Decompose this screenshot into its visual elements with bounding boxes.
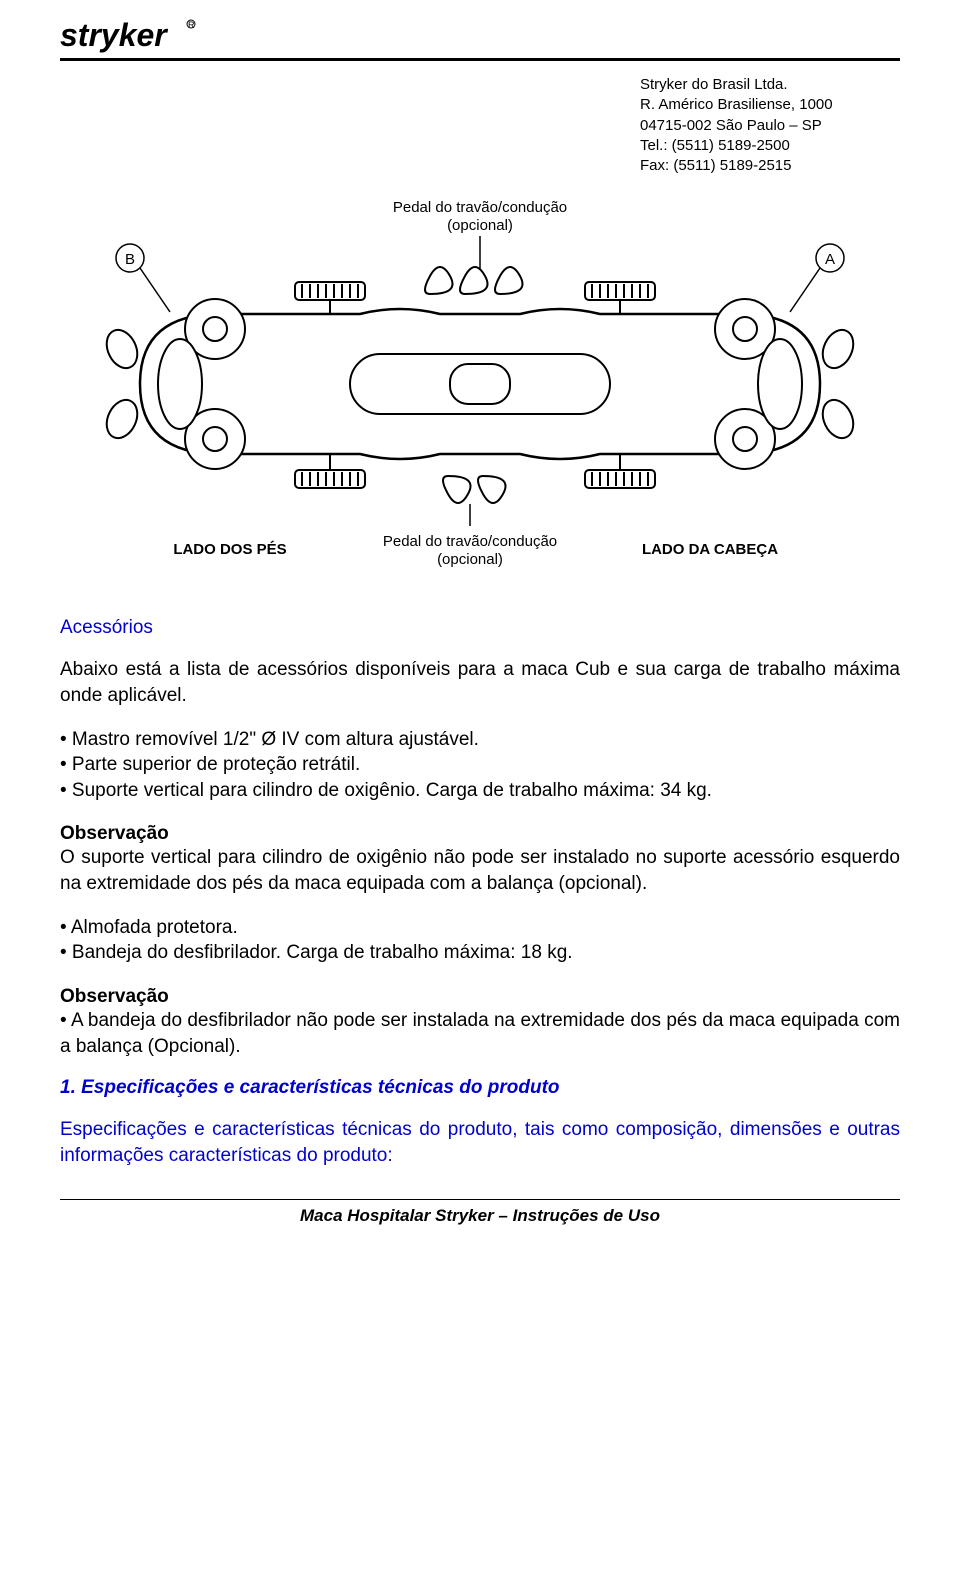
bullets-group-2: • Almofada protetora. • Bandeja do desfi…	[60, 915, 900, 966]
company-addr1: R. Américo Brasiliense, 1000	[640, 95, 900, 115]
bullet-item: • Almofada protetora.	[60, 915, 900, 941]
company-name: Stryker do Brasil Ltda.	[640, 75, 900, 95]
diagram-callout-b: B	[125, 251, 135, 268]
company-tel: Tel.: (5511) 5189-2500	[640, 136, 900, 156]
stretcher-diagram: Pedal do travão/condução (opcional) B A	[70, 194, 890, 589]
diagram-callout-a: A	[825, 251, 835, 268]
bullet-item: • Bandeja do desfibrilador. Carga de tra…	[60, 940, 900, 966]
observation-text: O suporte vertical para cilindro de oxig…	[60, 845, 900, 896]
page: stryker R Stryker do Brasil Ltda. R. Amé…	[0, 0, 960, 1256]
header-divider	[60, 58, 900, 61]
diagram-top-opt-label: (opcional)	[447, 217, 513, 234]
bullet-item: • Mastro removível 1/2" Ø IV com altura …	[60, 727, 900, 753]
diagram-bottom-opt-label: (opcional)	[437, 551, 503, 568]
observation-text: • A bandeja do desfibrilador não pode se…	[60, 1008, 900, 1059]
svg-text:R: R	[188, 20, 195, 30]
page-footer: Maca Hospitalar Stryker – Instruções de …	[60, 1199, 900, 1226]
spec-title: 1. Especificações e características técn…	[60, 1077, 900, 1099]
observation-heading: Observação	[60, 986, 900, 1008]
diagram-head-side-label: LADO DA CABEÇA	[642, 541, 778, 558]
spec-intro: Especificações e características técnica…	[60, 1117, 900, 1168]
brand-logo: stryker R	[60, 16, 900, 56]
company-fax: Fax: (5511) 5189-2515	[640, 156, 900, 176]
bullet-item: • Suporte vertical para cilindro de oxig…	[60, 778, 900, 804]
diagram-top-pedal-label: Pedal do travão/condução	[393, 199, 567, 216]
svg-text:stryker: stryker	[60, 17, 168, 53]
diagram-foot-side-label: LADO DOS PÉS	[173, 541, 286, 558]
observation-heading: Observação	[60, 823, 900, 845]
company-addr2: 04715-002 São Paulo – SP	[640, 116, 900, 136]
diagram-bottom-pedal-label: Pedal do travão/condução	[383, 533, 557, 550]
bullets-group-1: • Mastro removível 1/2" Ø IV com altura …	[60, 727, 900, 804]
company-info: Stryker do Brasil Ltda. R. Américo Brasi…	[640, 69, 900, 176]
accessories-intro: Abaixo está a lista de acessórios dispon…	[60, 657, 900, 708]
accessories-title: Acessórios	[60, 617, 900, 639]
bullet-item: • Parte superior de proteção retrátil.	[60, 752, 900, 778]
